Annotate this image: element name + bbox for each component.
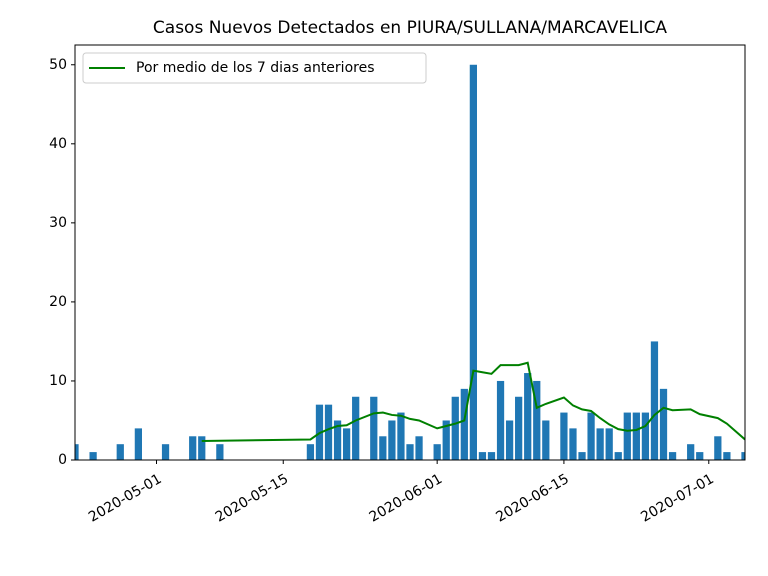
bar	[659, 388, 668, 460]
bar	[370, 396, 378, 460]
bar	[578, 452, 586, 460]
bar	[569, 428, 577, 460]
bar	[542, 420, 550, 460]
bar	[587, 412, 595, 460]
line	[201, 361, 745, 443]
bar	[515, 396, 523, 460]
bar	[116, 444, 124, 460]
bar	[487, 452, 496, 460]
y-tick-label: 50	[49, 57, 67, 73]
y-tick-label: 10	[49, 373, 67, 389]
bar	[216, 444, 224, 460]
bar	[324, 404, 333, 460]
bar	[89, 452, 97, 460]
bar	[75, 444, 79, 460]
bar	[352, 396, 360, 460]
legend-box	[82, 52, 427, 84]
bar	[614, 452, 622, 460]
bar	[451, 396, 459, 460]
y-tick-label: 40	[49, 136, 67, 152]
bar	[687, 444, 695, 460]
bar	[524, 373, 532, 460]
bar	[333, 420, 342, 460]
bar	[650, 341, 659, 460]
bar	[460, 388, 468, 460]
bar	[379, 436, 387, 460]
legend: Por medio de los 7 dias anteriores	[82, 52, 427, 84]
bar	[496, 380, 505, 460]
bar	[469, 64, 477, 460]
bar	[505, 420, 514, 460]
bar	[189, 436, 197, 460]
bar	[478, 452, 487, 460]
bar	[723, 452, 731, 460]
bar	[741, 452, 745, 460]
axes-frame	[74, 44, 746, 461]
bar	[641, 412, 650, 460]
chart-title: Casos Nuevos Detectados en PIURA/SULLANA…	[153, 18, 668, 38]
bar	[533, 380, 541, 460]
bar	[433, 444, 441, 460]
y-tick-label: 30	[49, 215, 67, 231]
bar	[696, 452, 704, 460]
bar	[406, 444, 414, 460]
bar	[397, 412, 405, 460]
bar	[596, 428, 604, 460]
y-tick-label: 0	[58, 452, 67, 468]
bar	[415, 436, 423, 460]
plot-area	[75, 64, 745, 460]
bar	[668, 452, 677, 460]
legend-label: Por medio de los 7 dias anteriores	[136, 60, 375, 76]
bar	[134, 428, 142, 460]
bar	[560, 412, 568, 460]
y-tick-label: 20	[49, 294, 67, 310]
bar	[714, 436, 722, 460]
bar	[343, 428, 351, 460]
bar	[198, 436, 206, 460]
bar	[306, 444, 315, 460]
bar	[161, 444, 170, 460]
bar	[605, 428, 613, 460]
bar	[623, 412, 631, 460]
bar	[442, 420, 450, 460]
bar	[632, 412, 640, 460]
bar	[388, 420, 396, 460]
